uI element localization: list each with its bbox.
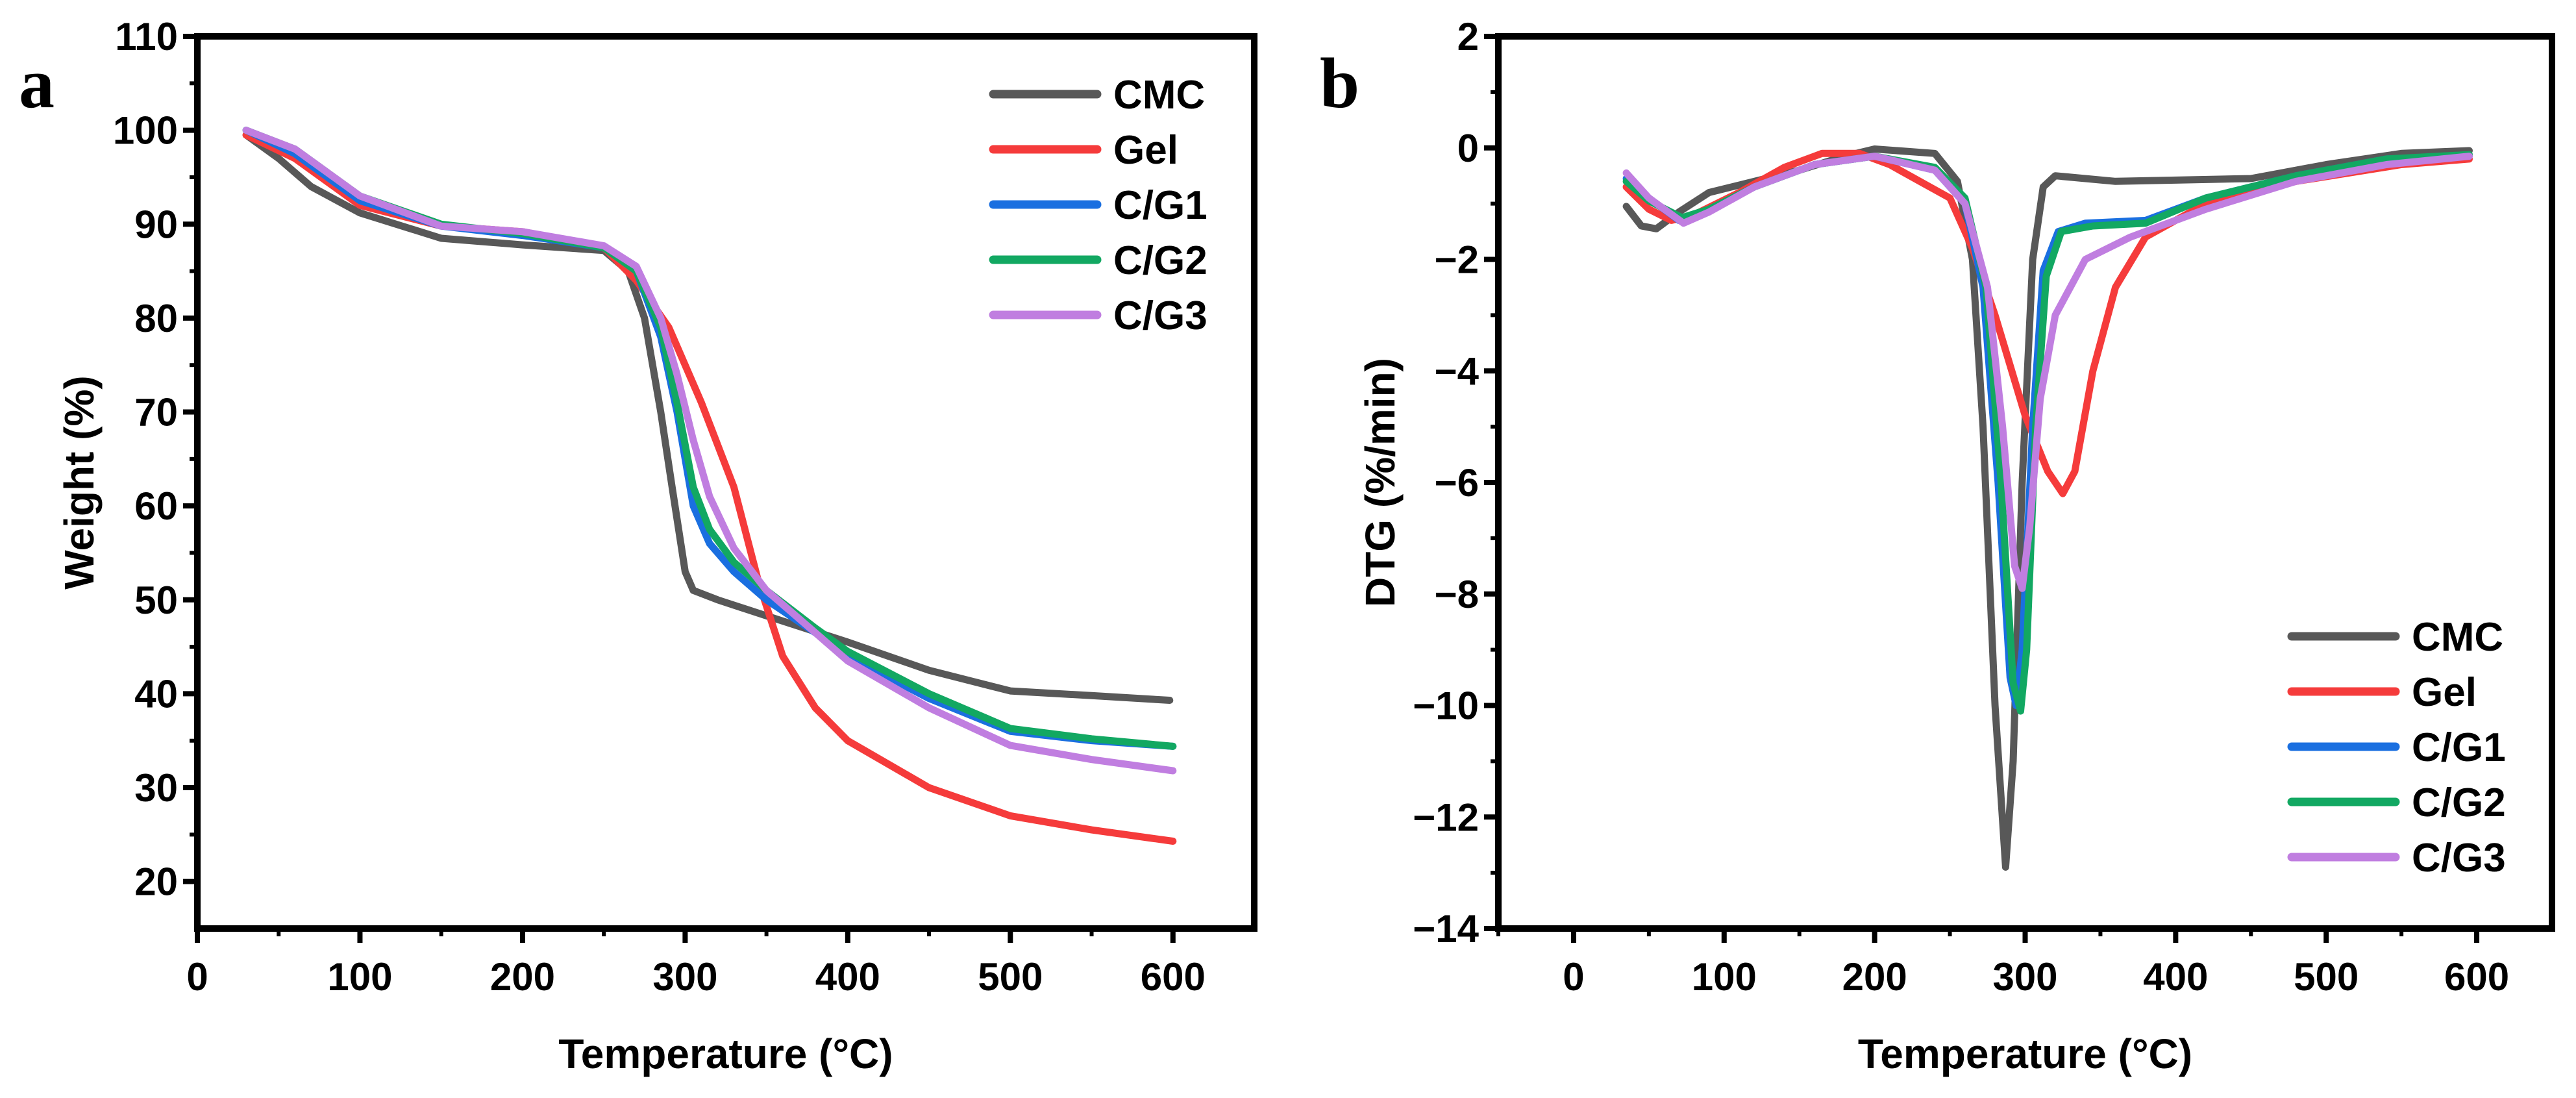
legend-label: C/G2: [1113, 238, 1208, 283]
y-tick-label: −8: [1435, 573, 1479, 616]
x-tick-label: 100: [327, 955, 392, 999]
x-tick-label: 400: [815, 955, 880, 999]
y-tick-label: 30: [134, 766, 178, 810]
x-tick-label: 400: [2143, 955, 2208, 999]
series-line-c-g1: [1622, 153, 2473, 709]
y-tick-label: 80: [134, 297, 178, 340]
series-line-c-g3: [1622, 153, 2473, 592]
x-tick-label: 0: [1563, 955, 1584, 999]
legend-label: C/G1: [1113, 183, 1208, 228]
y-tick-label: 20: [134, 860, 178, 904]
y-tick-label: −4: [1435, 349, 1480, 393]
series-line-c-g2: [1622, 151, 2473, 715]
legend-label: Gel: [1113, 128, 1178, 173]
series-line-cmc: [1622, 145, 2473, 871]
series-line-cmc: [242, 131, 1174, 704]
legend-label: C/G3: [2412, 836, 2506, 880]
x-tick-label: 200: [490, 955, 555, 999]
x-tick-label: 0: [186, 955, 208, 999]
y-tick-label: 70: [134, 391, 178, 434]
x-axis-title: Temperature (°C): [558, 1030, 893, 1077]
y-axis-title: DTG (%/min): [1357, 358, 1404, 607]
legend-label: C/G2: [2412, 780, 2506, 825]
series-line-gel: [1622, 149, 2473, 497]
y-tick-label: 40: [134, 672, 178, 716]
x-tick-label: 200: [1842, 955, 1907, 999]
y-tick-label: 90: [134, 203, 178, 246]
y-tick-label: 100: [113, 109, 178, 153]
y-tick-label: −14: [1413, 907, 1479, 951]
y-tick-label: −10: [1413, 684, 1479, 728]
y-tick-label: 110: [115, 15, 178, 58]
legend-label: CMC: [2412, 615, 2503, 660]
x-tick-label: 500: [978, 955, 1043, 999]
x-tick-label: 300: [1992, 955, 2057, 999]
legend-label: CMC: [1113, 73, 1205, 118]
x-axis-title: Temperature (°C): [1858, 1030, 2192, 1077]
x-tick-label: 100: [1692, 955, 1757, 999]
y-tick-label: 50: [134, 579, 178, 622]
y-tick-label: 2: [1457, 15, 1479, 58]
y-axis-title: Weight (%): [56, 375, 103, 589]
legend-label: Gel: [2412, 670, 2477, 715]
legend-label: C/G1: [2412, 725, 2506, 770]
x-tick-label: 300: [652, 955, 717, 999]
series-line-c-g3: [242, 127, 1177, 775]
chart-panel-b: 0 100 200 300 400 500 600 −14 −12 −10 −8 −6 −4 −2 0 2 Te…: [1320, 15, 2555, 1077]
y-tick-label: −2: [1435, 238, 1479, 282]
panel-label: b: [1320, 44, 1359, 123]
plot-frame: [194, 33, 1257, 932]
chart-panel-a: 0 100 200 300 400 500 600 20 30 40 50 60 70 80 90 100 11…: [19, 15, 1257, 1077]
x-tick-label: 600: [2444, 955, 2509, 999]
y-tick-label: 60: [134, 484, 178, 528]
legend-label: C/G3: [1113, 293, 1208, 338]
x-tick-label: 600: [1141, 955, 1206, 999]
y-tick-label: 0: [1457, 127, 1479, 170]
x-tick-label: 500: [2294, 955, 2359, 999]
y-tick-label: −6: [1435, 461, 1479, 505]
y-tick-label: −12: [1413, 795, 1479, 839]
panel-label: a: [19, 44, 55, 123]
